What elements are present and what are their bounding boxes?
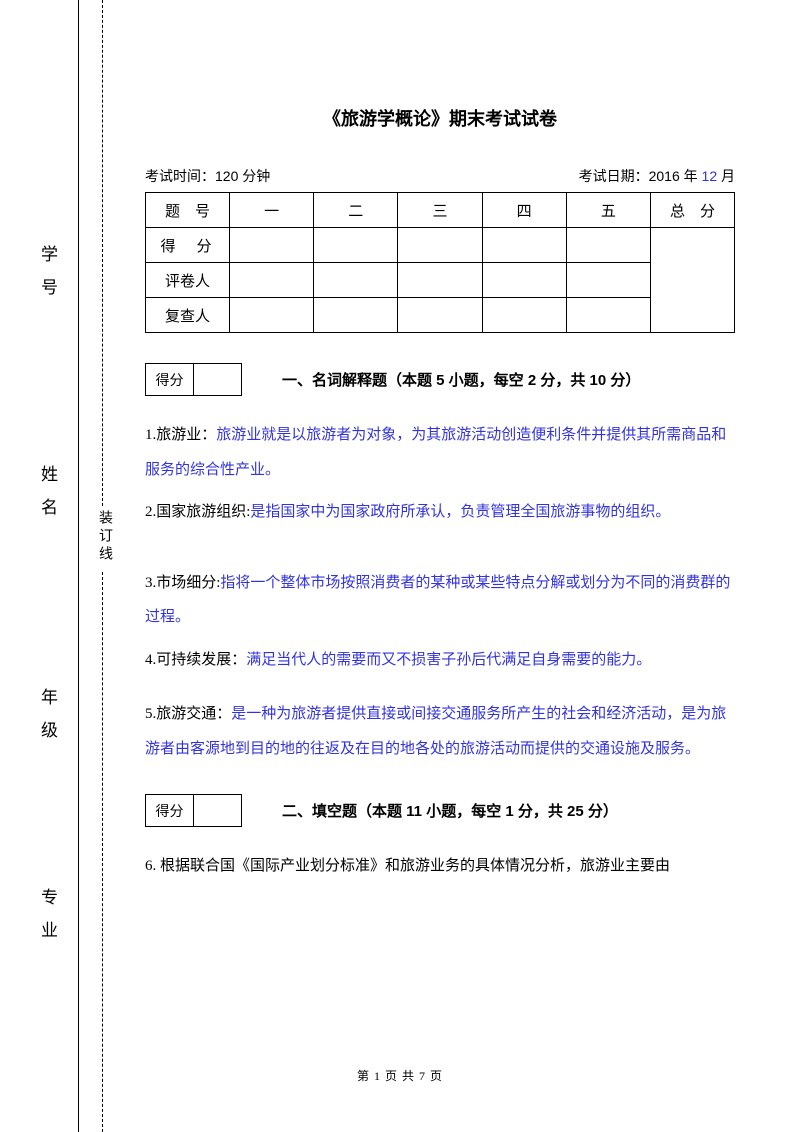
section1-header: 得分 一、名词解释题（本题 5 小题，每空 2 分，共 10 分） [145, 363, 735, 396]
q2: 2.国家旅游组织:是指国家中为国家政府所承认，负责管理全国旅游事物的组织。 [145, 495, 735, 530]
score-box: 得分 [145, 794, 242, 827]
binding-line-text: 装订线 [94, 510, 114, 564]
binding-column: 学号 姓名 年级 专业 [35, 0, 95, 1132]
name-label: 姓名 [35, 465, 60, 531]
score-box: 得分 [145, 363, 242, 396]
table-row: 复查人 [146, 298, 735, 333]
grade-label: 年级 [35, 688, 60, 754]
q4: 4.可持续发展：满足当代人的需要而又不损害子孙后代满足自身需要的能力。 [145, 643, 735, 678]
q6: 6. 根据联合国《国际产业划分标准》和旅游业务的具体情况分析，旅游业主要由 [145, 849, 735, 884]
score-table: 题 号 一 二 三 四 五 总 分 得 分 评卷人 复查人 [145, 192, 735, 333]
exam-info-row: 考试时间：120 分钟 考试日期：2016 年 12 月 [145, 166, 735, 186]
content-area: 《旅游学概论》期末考试试卷 考试时间：120 分钟 考试日期：2016 年 12… [145, 105, 735, 892]
exam-time: 考试时间：120 分钟 [145, 166, 270, 186]
q1: 1.旅游业：旅游业就是以旅游者为对象，为其旅游活动创造便利条件并提供其所需商品和… [145, 418, 735, 487]
section1-title: 一、名词解释题（本题 5 小题，每空 2 分，共 10 分） [282, 369, 640, 390]
major-label: 专业 [35, 888, 60, 954]
section2-title: 二、填空题（本题 11 小题，每空 1 分，共 25 分） [282, 800, 618, 821]
student-id-label: 学号 [35, 245, 60, 311]
table-row: 得 分 [146, 228, 735, 263]
q5: 5.旅游交通：是一种为旅游者提供直接或间接交通服务所产生的社会和经济活动，是为旅… [145, 697, 735, 766]
section2-header: 得分 二、填空题（本题 11 小题，每空 1 分，共 25 分） [145, 794, 735, 827]
dashed-line-bottom [102, 572, 103, 1132]
exam-date: 考试日期：2016 年 12 月 [579, 166, 735, 186]
page-footer: 第 1 页 共 7 页 [0, 1067, 800, 1084]
page-title: 《旅游学概论》期末考试试卷 [145, 105, 735, 131]
dashed-line-top [102, 0, 103, 506]
q3: 3.市场细分:指将一个整体市场按照消费者的某种或某些特点分解或划分为不同的消费群… [145, 566, 735, 635]
table-row: 评卷人 [146, 263, 735, 298]
table-row: 题 号 一 二 三 四 五 总 分 [146, 193, 735, 228]
